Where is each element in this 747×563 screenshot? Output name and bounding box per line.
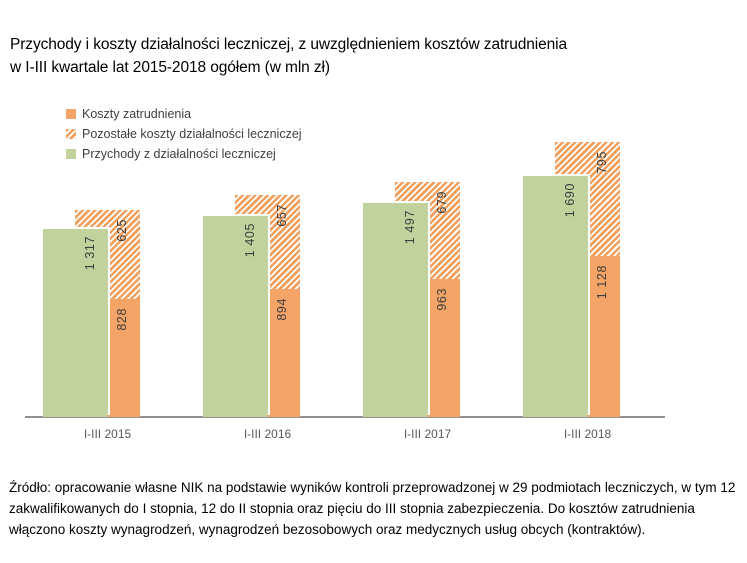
bar-value-label-pozostale-2018: 795 xyxy=(595,151,609,174)
bar-przychody-2018 xyxy=(523,176,588,417)
bar-chart-plot-area: 1 317 625 828 I-III 2015 1 405 657 894 I-III 20… xyxy=(25,142,665,441)
bar-value-label-przychody-2015: 1 317 xyxy=(83,236,97,271)
x-axis-label-2018: I-III 2018 xyxy=(563,427,612,441)
chart-title: Przychody i koszty działalności lecznicz… xyxy=(10,33,567,79)
bar-value-label-pozostale-2015: 625 xyxy=(115,219,129,242)
legend-item-pozostale-koszty: Pozostałe koszty działalności leczniczej xyxy=(66,124,302,144)
chart-title-line-1: Przychody i koszty działalności lecznicz… xyxy=(10,36,568,53)
source-note: Źródło: opracowanie własne NIK na podsta… xyxy=(9,480,736,537)
bar-value-label-pozostale-2016: 657 xyxy=(275,204,289,227)
bar-value-label-koszty-2017: 963 xyxy=(435,288,449,311)
x-axis-label-2016: I-III 2016 xyxy=(243,427,292,441)
legend-swatch-hatched-icon xyxy=(66,129,76,139)
bar-przychody-2016 xyxy=(203,216,268,417)
chart-title-line-2: w I-III kwartale lat 2015-2018 ogółem (w… xyxy=(10,59,330,76)
bar-przychody-2017 xyxy=(363,203,428,417)
legend-swatch-green-icon xyxy=(66,149,76,159)
legend-label: Koszty zatrudnienia xyxy=(82,107,192,121)
x-axis-label-2017: I-III 2017 xyxy=(403,427,452,441)
x-axis-line xyxy=(25,416,665,418)
x-axis-label-2015: I-III 2015 xyxy=(83,427,132,441)
bar-value-label-koszty-2016: 894 xyxy=(275,298,289,321)
bar-value-label-przychody-2016: 1 405 xyxy=(243,223,257,258)
legend-label: Przychody z działalności leczniczej xyxy=(82,147,276,161)
chart-legend: Koszty zatrudnienia Pozostałe koszty dzi… xyxy=(66,104,302,164)
legend-swatch-orange-icon xyxy=(66,109,76,119)
bar-value-label-przychody-2017: 1 497 xyxy=(403,210,417,245)
bar-value-label-koszty-2015: 828 xyxy=(115,308,129,331)
bar-przychody-2015 xyxy=(43,229,108,417)
bar-value-label-pozostale-2017: 679 xyxy=(435,191,449,214)
bar-value-label-koszty-2018: 1 128 xyxy=(595,265,609,300)
legend-item-przychody: Przychody z działalności leczniczej xyxy=(66,144,302,164)
legend-label: Pozostałe koszty działalności leczniczej xyxy=(82,127,302,141)
bar-value-label-przychody-2018: 1 690 xyxy=(563,183,577,218)
legend-item-koszty-zatrudnienia: Koszty zatrudnienia xyxy=(66,104,302,124)
